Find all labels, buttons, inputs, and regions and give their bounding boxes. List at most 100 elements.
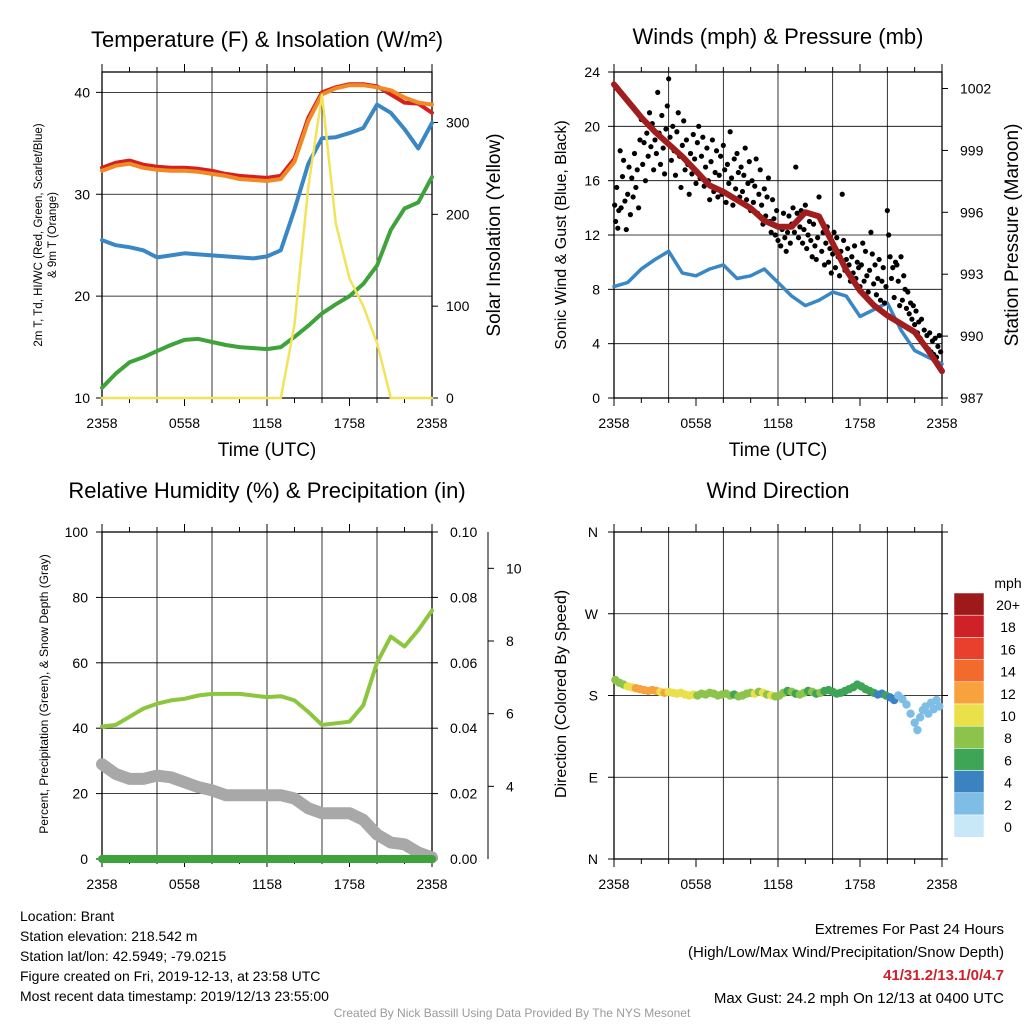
gust-point xyxy=(646,110,653,116)
y-tick-label: 40 xyxy=(74,84,90,100)
credit-line: Created By Nick Bassill Using Data Provi… xyxy=(333,1006,691,1020)
snow-tick-label: 10 xyxy=(506,560,522,576)
gust-point xyxy=(648,144,654,150)
gust-point xyxy=(905,289,911,295)
gust-point xyxy=(899,297,905,303)
gust-point xyxy=(864,273,870,279)
y-tick-label: 12 xyxy=(584,227,600,243)
legend-swatch xyxy=(953,748,985,771)
gust-point xyxy=(805,232,811,238)
legend-swatch xyxy=(953,725,985,749)
y-tick-label: 0 xyxy=(592,390,600,406)
direction-point xyxy=(906,709,915,718)
gust-point xyxy=(877,297,884,303)
gust-point xyxy=(652,137,658,143)
gust-point xyxy=(782,235,788,241)
gust-point xyxy=(693,180,699,186)
gust-point xyxy=(689,171,695,177)
extremes-panel: Extremes For Past 24 Hours (High/Low/Max… xyxy=(688,918,1004,1010)
x-tick-label: 0558 xyxy=(169,876,200,892)
y-tick-label: 80 xyxy=(72,589,88,605)
y-axis-label: Percent, Precipitation (Green), & Snow D… xyxy=(37,554,51,833)
legend-swatch xyxy=(953,814,985,838)
y-tick-label-right: 999 xyxy=(960,142,984,158)
gust-point xyxy=(851,243,858,249)
series-line xyxy=(100,102,434,261)
gust-point xyxy=(696,123,702,129)
y-axis-label: Sonic Wind & Gust (Blue, Black) xyxy=(553,120,570,349)
y-tick-label-right: 200 xyxy=(446,206,470,222)
gust-point xyxy=(618,205,624,211)
direction-point xyxy=(913,725,922,735)
direction-point xyxy=(910,718,919,727)
snow-depth-line xyxy=(96,758,438,864)
x-tick-label: 2358 xyxy=(598,876,629,892)
gust-point xyxy=(783,248,789,254)
y-tick-label: 8 xyxy=(592,281,600,297)
gust-point xyxy=(909,316,915,322)
gust-point xyxy=(739,188,746,195)
gust-point xyxy=(692,156,698,162)
y-tick-label: E xyxy=(589,769,598,785)
y-tick-label: 60 xyxy=(72,655,88,671)
gust-point xyxy=(625,191,631,197)
gust-point xyxy=(804,245,810,252)
gust-point xyxy=(687,150,694,157)
gust-point xyxy=(801,226,807,233)
precip-tick-label: 0.08 xyxy=(450,589,477,605)
gust-point xyxy=(808,237,814,244)
x-axis-label: Time (UTC) xyxy=(218,440,317,461)
gust-point xyxy=(765,175,772,181)
gust-point xyxy=(932,335,938,341)
chart-title: Winds (mph) & Pressure (mb) xyxy=(633,24,924,49)
legend-label: 0 xyxy=(1004,819,1012,835)
chart-title: Relative Humidity (%) & Precipitation (i… xyxy=(68,478,465,503)
gust-point xyxy=(895,278,901,284)
gust-point xyxy=(883,284,889,290)
gust-point xyxy=(664,103,670,109)
gust-point xyxy=(633,184,639,191)
figure-created: Figure created on Fri, 2019-12-13, at 23… xyxy=(20,968,321,984)
station-info: Location: Brant Station elevation: 218.5… xyxy=(20,906,329,1006)
gust-point xyxy=(858,262,864,268)
gust-point xyxy=(790,205,796,211)
y-tick-label-right: 0 xyxy=(446,390,454,406)
gust-point xyxy=(670,123,676,129)
precip-tick-label: 0.02 xyxy=(450,786,477,802)
gust-point xyxy=(623,226,629,233)
x-tick-label: 1158 xyxy=(763,415,793,431)
legend-swatch xyxy=(953,592,985,616)
gust-point xyxy=(868,229,874,235)
y-axis-label: 2m T, Td, HI/WC (Red, Green, Scarlet/Blu… xyxy=(33,123,45,346)
gust-point xyxy=(815,235,821,241)
gust-point xyxy=(865,289,871,295)
gust-point xyxy=(722,167,728,173)
legend-swatch xyxy=(953,659,985,683)
legend-label: 16 xyxy=(1000,641,1016,657)
y-tick-label: 4 xyxy=(592,336,600,352)
gust-point xyxy=(797,224,803,230)
y-tick-label: N xyxy=(588,524,598,540)
legend-label: 20+ xyxy=(996,597,1020,613)
y-tick-label: 20 xyxy=(74,288,90,304)
gust-point xyxy=(875,275,881,282)
legend-label: 4 xyxy=(1004,775,1012,791)
gust-point xyxy=(830,251,836,257)
gust-point xyxy=(682,167,688,173)
gust-point xyxy=(653,150,659,157)
gust-point xyxy=(659,112,665,119)
gust-point xyxy=(836,273,843,279)
gust-point xyxy=(694,140,700,146)
gust-point xyxy=(617,148,623,154)
gust-point xyxy=(812,243,818,249)
x-tick-label: 0558 xyxy=(680,876,711,892)
chart-title: Wind Direction xyxy=(706,478,849,503)
y-tick-label: 20 xyxy=(584,118,600,134)
gust-point xyxy=(793,164,799,170)
gust-point xyxy=(660,145,666,151)
series-line xyxy=(100,93,434,400)
x-tick-label: 1758 xyxy=(844,415,875,431)
gust-point xyxy=(645,153,651,159)
gust-point xyxy=(629,175,635,181)
gust-point xyxy=(888,275,895,282)
